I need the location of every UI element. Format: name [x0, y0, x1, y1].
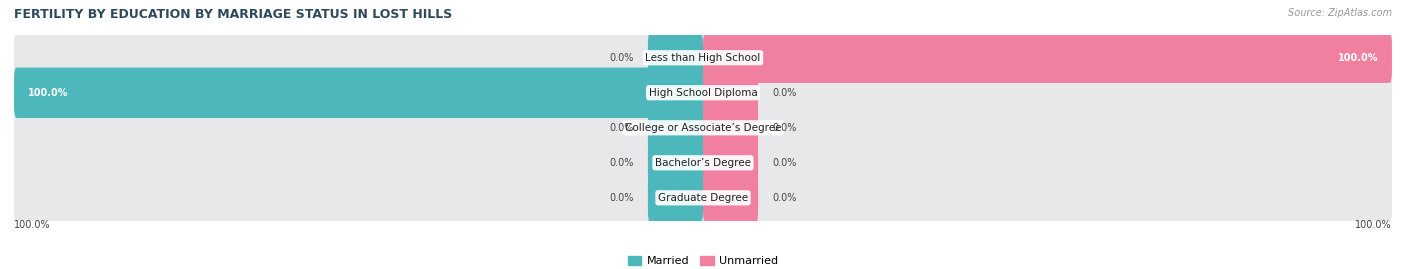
Text: 100.0%: 100.0% — [1337, 53, 1378, 63]
Text: College or Associate’s Degree: College or Associate’s Degree — [624, 123, 782, 133]
FancyBboxPatch shape — [14, 137, 1392, 188]
Legend: Married, Unmarried: Married, Unmarried — [623, 251, 783, 269]
FancyBboxPatch shape — [648, 173, 703, 223]
FancyBboxPatch shape — [14, 33, 1392, 83]
Text: FERTILITY BY EDUCATION BY MARRIAGE STATUS IN LOST HILLS: FERTILITY BY EDUCATION BY MARRIAGE STATU… — [14, 8, 453, 21]
Text: Bachelor’s Degree: Bachelor’s Degree — [655, 158, 751, 168]
FancyBboxPatch shape — [14, 173, 1392, 223]
FancyBboxPatch shape — [703, 102, 758, 153]
Text: 100.0%: 100.0% — [28, 88, 69, 98]
Text: 100.0%: 100.0% — [1355, 220, 1392, 229]
Text: 0.0%: 0.0% — [610, 53, 634, 63]
Text: 0.0%: 0.0% — [610, 193, 634, 203]
FancyBboxPatch shape — [14, 68, 1392, 118]
Text: Less than High School: Less than High School — [645, 53, 761, 63]
Text: 0.0%: 0.0% — [772, 158, 796, 168]
FancyBboxPatch shape — [703, 68, 758, 118]
FancyBboxPatch shape — [14, 68, 703, 118]
Text: Graduate Degree: Graduate Degree — [658, 193, 748, 203]
Text: 0.0%: 0.0% — [772, 193, 796, 203]
FancyBboxPatch shape — [648, 102, 703, 153]
Text: High School Diploma: High School Diploma — [648, 88, 758, 98]
Text: Source: ZipAtlas.com: Source: ZipAtlas.com — [1288, 8, 1392, 18]
FancyBboxPatch shape — [703, 137, 758, 188]
FancyBboxPatch shape — [648, 33, 703, 83]
Text: 0.0%: 0.0% — [772, 88, 796, 98]
FancyBboxPatch shape — [648, 137, 703, 188]
FancyBboxPatch shape — [703, 173, 758, 223]
Text: 0.0%: 0.0% — [772, 123, 796, 133]
FancyBboxPatch shape — [14, 102, 1392, 153]
Text: 0.0%: 0.0% — [610, 123, 634, 133]
Text: 100.0%: 100.0% — [14, 220, 51, 229]
Text: 0.0%: 0.0% — [610, 158, 634, 168]
FancyBboxPatch shape — [703, 33, 1392, 83]
